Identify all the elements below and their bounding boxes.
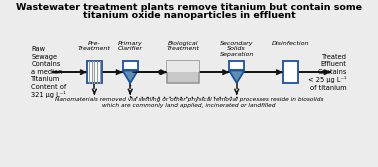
- Bar: [229, 61, 245, 70]
- Text: Disinfection: Disinfection: [272, 41, 309, 46]
- Bar: [167, 61, 199, 72]
- Text: Primary
Clarifier: Primary Clarifier: [118, 41, 143, 51]
- Text: Raw
Sewage
Contains
a median
Titanium
Content of
321 μg L⁻¹: Raw Sewage Contains a median Titanium Co…: [31, 46, 67, 98]
- Text: titanium oxide nanoparticles in effluent: titanium oxide nanoparticles in effluent: [83, 11, 295, 20]
- Polygon shape: [229, 70, 245, 83]
- Text: Biological
Treatment: Biological Treatment: [167, 41, 200, 51]
- Polygon shape: [122, 70, 138, 83]
- Bar: [167, 61, 199, 83]
- Text: Wastewater treatment plants remove titanium but contain some: Wastewater treatment plants remove titan…: [16, 3, 362, 12]
- Text: Treated
Effluent
Contains
< 25 μg L⁻¹
of titanium: Treated Effluent Contains < 25 μg L⁻¹ of…: [308, 54, 347, 91]
- Text: Secondary
Solids
Separation: Secondary Solids Separation: [220, 41, 254, 57]
- Bar: [283, 61, 298, 83]
- Bar: [87, 61, 102, 83]
- Text: Nanomaterials removed via settling or other physical removal processes reside in: Nanomaterials removed via settling or ot…: [55, 97, 323, 108]
- Text: Pre-
Treatment: Pre- Treatment: [78, 41, 111, 51]
- Bar: [122, 61, 138, 70]
